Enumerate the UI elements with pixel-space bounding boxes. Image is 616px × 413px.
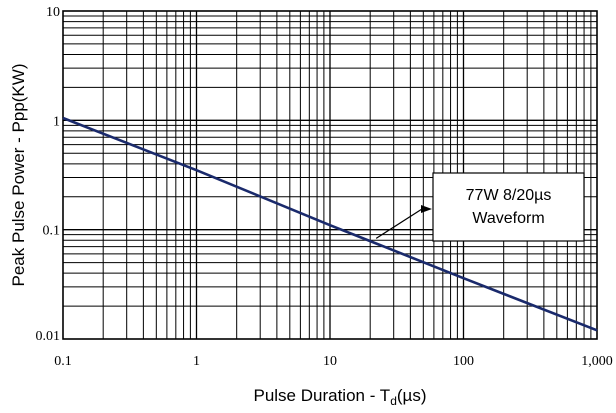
annotation: 77W 8/20µs Waveform bbox=[375, 172, 585, 242]
x-axis-title-subscript: d bbox=[390, 394, 397, 408]
series bbox=[62, 116, 598, 332]
annotation-text-line-2: Waveform bbox=[472, 210, 544, 227]
x-tick-label: 1,000 bbox=[581, 354, 613, 369]
x-tick-labels: 0.1 1 10 100 1,000 bbox=[54, 354, 613, 369]
x-axis-title-main: Pulse Duration - T bbox=[253, 386, 390, 405]
x-tick-label: 0.1 bbox=[54, 354, 72, 369]
x-tick-label: 1 bbox=[193, 354, 200, 369]
grid bbox=[63, 11, 597, 339]
series-line bbox=[62, 116, 598, 332]
x-axis-title: Pulse Duration - Td(µs) bbox=[253, 386, 426, 408]
x-tick-label: 10 bbox=[323, 354, 337, 369]
plot-frame bbox=[62, 10, 598, 340]
y-axis-title: Peak Pulse Power - Ppp(KW) bbox=[9, 64, 28, 287]
y-tick-label: 10 bbox=[46, 5, 60, 20]
y-tick-label: 0.1 bbox=[43, 224, 61, 239]
x-axis-title-unit: (µs) bbox=[397, 386, 427, 405]
annotation-arrowhead bbox=[421, 205, 432, 213]
y-tick-label: 1 bbox=[53, 114, 60, 129]
annotation-arrow bbox=[375, 208, 423, 239]
y-tick-label: 0.01 bbox=[36, 329, 61, 344]
y-tick-labels: 0.01 0.1 1 10 bbox=[36, 5, 61, 344]
annotation-box bbox=[432, 172, 585, 242]
annotation-text-line-1: 77W 8/20µs bbox=[466, 187, 552, 204]
x-tick-label: 100 bbox=[453, 354, 474, 369]
